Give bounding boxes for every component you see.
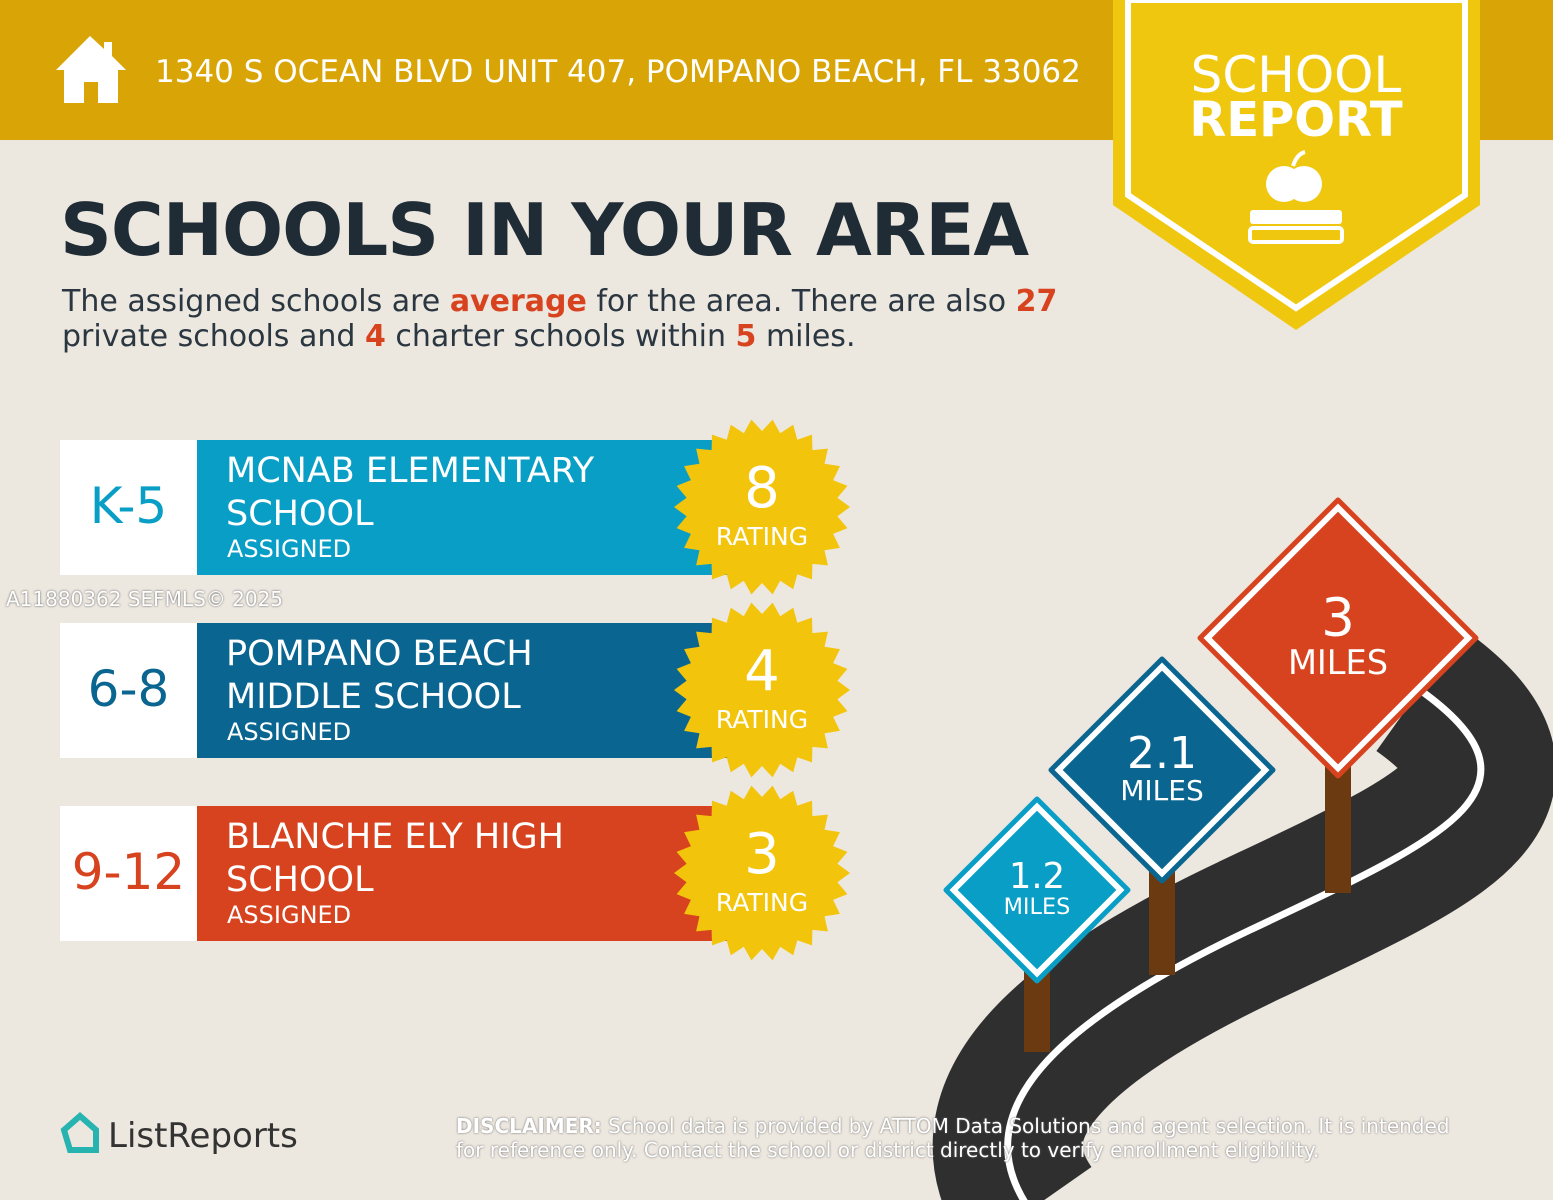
school-bar <box>197 440 727 575</box>
grade: 9-12 <box>71 843 186 901</box>
distance-unit: MILES <box>1004 894 1071 920</box>
summary-highlight: average <box>449 284 587 319</box>
summary-text: The assigned schools are <box>62 284 450 319</box>
rating-label: RATING <box>716 705 808 734</box>
grade: 6-8 <box>87 660 170 718</box>
distance-unit: MILES <box>1288 643 1388 682</box>
sign-rim <box>1048 656 1276 884</box>
sign <box>1202 502 1474 774</box>
summary-highlight: 27 <box>1015 284 1058 319</box>
road-line <box>1004 687 1485 1200</box>
disclaimer-label: DISCLAIMER: <box>456 1114 602 1138</box>
summary-text: miles. <box>756 319 856 354</box>
distance-unit: MILES <box>1120 774 1203 807</box>
rating-label: RATING <box>716 522 808 551</box>
sign-rim <box>1197 497 1479 779</box>
school-name: SCHOOL <box>226 494 374 534</box>
grade-box <box>60 806 197 941</box>
summary: The assigned schools are average for the… <box>62 284 1102 354</box>
distance-value: 3 <box>1321 588 1355 649</box>
school-name: MCNAB ELEMENTARY <box>226 451 595 491</box>
summary-highlight: 4 <box>364 319 386 354</box>
title: SCHOOLS IN YOUR AREA <box>60 188 1029 272</box>
rating-burst <box>674 785 850 961</box>
summary-highlight: 5 <box>735 319 757 354</box>
summary-text: private schools and <box>62 319 365 354</box>
school-name: SCHOOL <box>226 860 374 900</box>
rating-value: 8 <box>744 456 780 521</box>
house-icon <box>56 36 126 103</box>
rating-burst <box>674 419 850 595</box>
school-status: ASSIGNED <box>227 535 352 563</box>
badge-line1: SCHOOL <box>1191 46 1402 104</box>
school-name: BLANCHE ELY HIGH <box>226 817 564 857</box>
disclaimer-text: School data is provided by ATTOM Data So… <box>456 1114 1450 1162</box>
rating-value: 3 <box>744 822 780 887</box>
school-bar <box>197 623 727 758</box>
grade: K-5 <box>89 477 168 535</box>
school-name: POMPANO BEACH <box>226 634 533 674</box>
rating-label: RATING <box>716 888 808 917</box>
school-bar <box>197 806 727 941</box>
badge-line2: REPORT <box>1189 92 1403 148</box>
watermark: A11880362 SEFMLS© 2025 <box>6 587 284 611</box>
sign-rim <box>943 796 1131 984</box>
grade-box <box>60 440 197 575</box>
sign <box>1053 661 1271 879</box>
badge-outline <box>1125 0 1468 312</box>
brand: ListReports <box>108 1116 298 1156</box>
brand-logo <box>60 1112 99 1153</box>
rating-value: 4 <box>744 639 780 704</box>
school-status: ASSIGNED <box>227 901 352 929</box>
apple-books-icon <box>1248 150 1344 244</box>
sign <box>948 801 1126 979</box>
school-status: ASSIGNED <box>227 718 352 746</box>
summary-text: charter schools within <box>385 319 736 354</box>
school-name: MIDDLE SCHOOL <box>226 677 521 717</box>
distance-value: 1.2 <box>1009 856 1065 897</box>
distance-value: 2.1 <box>1127 728 1197 779</box>
grade-box <box>60 623 197 758</box>
address: 1340 S OCEAN BLVD UNIT 407, POMPANO BEAC… <box>155 54 1081 90</box>
rating-burst <box>674 602 850 778</box>
summary-text: for the area. There are also <box>586 284 1016 319</box>
disclaimer: DISCLAIMER: School data is provided by A… <box>456 1114 1476 1162</box>
